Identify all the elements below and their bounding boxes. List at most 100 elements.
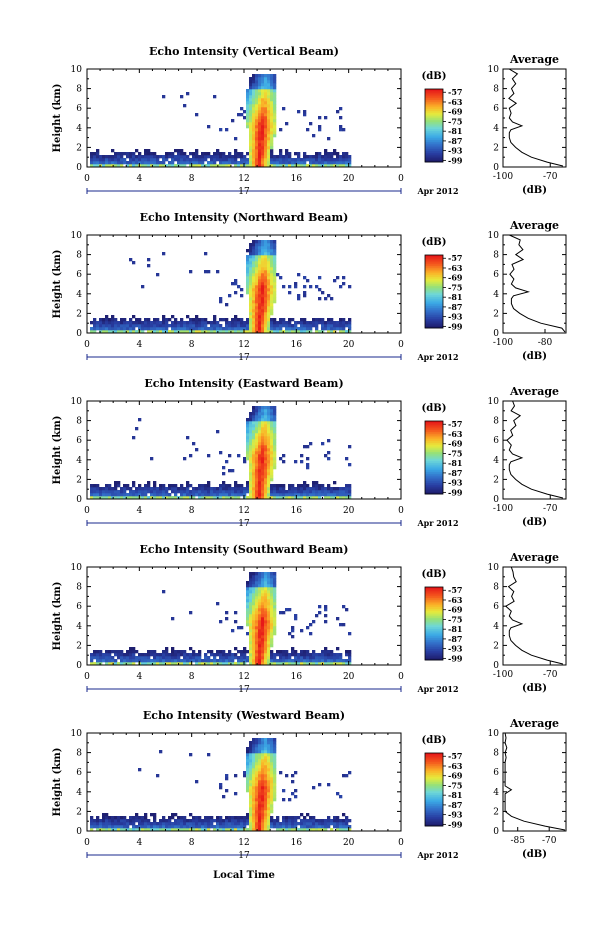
x-tick-label: 8 (189, 506, 195, 516)
x-tick-label: 8 (189, 838, 195, 848)
month-label: Apr 2012 (416, 186, 458, 196)
panel-4: Echo Intensity (Westward Beam)0 4 8 12 16 20 0… (52, 709, 567, 861)
average-x-tick: -100 (493, 504, 513, 514)
x-tick-label: 0 (84, 838, 90, 848)
x-tick-label: 4 (136, 174, 142, 184)
average-y-tick: 8 (493, 251, 499, 261)
y-tick-label: 6 (76, 436, 82, 446)
average-y-tick: 0 (493, 661, 499, 671)
x-tick-label: 16 (291, 174, 303, 184)
average-xlabel: (dB) (522, 517, 547, 528)
date-label: 17 (238, 685, 250, 695)
y-tick-label: 0 (76, 661, 82, 671)
average-xlabel: (dB) (522, 849, 547, 860)
x-tick-label: 0 (84, 340, 90, 350)
x-tick-label: 20 (343, 838, 355, 848)
heatmap-field (90, 406, 352, 500)
x-tick-label: 0 (84, 174, 90, 184)
y-tick-label: 8 (76, 583, 82, 593)
average-y-tick: 0 (493, 495, 499, 505)
average-title: Average (509, 385, 559, 398)
colorbar-tick: -57 (448, 751, 462, 761)
date-label: 17 (238, 353, 250, 363)
average-y-tick: 4 (493, 788, 499, 798)
y-tick-label: 6 (76, 270, 82, 280)
y-tick-label: 10 (71, 563, 83, 573)
average-y-tick: 2 (493, 143, 499, 153)
y-tick-label: 2 (76, 475, 82, 485)
average-y-tick: 8 (493, 85, 499, 95)
x-tick-label: 0 (398, 174, 404, 184)
x-tick-label: 20 (343, 340, 355, 350)
heatmap-field (90, 572, 352, 666)
average-y-tick: 10 (488, 397, 500, 407)
x-tick-label: 4 (136, 506, 142, 516)
colorbar-tick: -69 (448, 273, 463, 283)
average-y-tick: 4 (493, 124, 499, 134)
average-x-tick: -100 (493, 172, 513, 182)
colorbar-tick: -87 (448, 136, 462, 146)
average-y-tick: 2 (493, 475, 499, 485)
x-tick-label: 12 (238, 506, 249, 516)
y-tick-label: 0 (76, 495, 82, 505)
x-tick-label: 20 (343, 174, 355, 184)
colorbar-tick: -81 (448, 624, 462, 634)
y-tick-label: 8 (76, 251, 82, 261)
average-y-tick: 10 (488, 231, 500, 241)
colorbar-tick: -63 (448, 97, 463, 107)
y-tick-label: 10 (71, 231, 83, 241)
panel-title: Echo Intensity (Northward Beam) (140, 211, 349, 224)
heatmap-field (90, 74, 352, 168)
x-tick-label: 16 (291, 672, 303, 682)
panel-2: Echo Intensity (Eastward Beam)0 4 8 12 16 20 0… (52, 377, 567, 529)
average-y-tick: 0 (493, 163, 499, 173)
average-y-tick: 8 (493, 417, 499, 427)
y-axis-label: Height (km) (52, 84, 63, 153)
x-tick-label: 0 (398, 838, 404, 848)
y-tick-label: 8 (76, 85, 82, 95)
colorbar-tick: -99 (448, 487, 463, 497)
average-y-tick: 4 (493, 622, 499, 632)
y-tick-label: 10 (71, 397, 83, 407)
average-y-tick: 2 (493, 309, 499, 319)
y-tick-label: 6 (76, 104, 82, 114)
colorbar-tick: -69 (448, 439, 463, 449)
average-x-tick: -100 (493, 670, 513, 680)
average-frame (502, 234, 567, 334)
colorbar-tick: -75 (448, 282, 462, 292)
x-tick-label: 16 (291, 838, 303, 848)
average-y-tick: 6 (493, 270, 499, 280)
x-tick-label: 8 (189, 340, 195, 350)
x-tick-label: 20 (343, 506, 355, 516)
average-y-tick: 4 (493, 456, 499, 466)
month-label: Apr 2012 (416, 684, 458, 694)
x-tick-label: 16 (291, 506, 303, 516)
x-tick-label: 12 (238, 672, 249, 682)
colorbar-tick: -63 (448, 429, 463, 439)
y-tick-label: 8 (76, 417, 82, 427)
x-axis-label: Local Time (213, 870, 275, 881)
average-x-tick: -80 (538, 338, 553, 348)
colorbar-tick: -69 (448, 605, 463, 615)
y-tick-label: 2 (76, 807, 82, 817)
average-y-tick: 2 (493, 641, 499, 651)
y-tick-label: 4 (76, 788, 82, 798)
x-tick-label: 0 (84, 672, 90, 682)
panel-title: Echo Intensity (Vertical Beam) (149, 45, 339, 58)
x-tick-label: 0 (398, 506, 404, 516)
colorbar-tick: -81 (448, 790, 462, 800)
colorbar-tick: -87 (448, 800, 462, 810)
colorbar-tick: -99 (448, 653, 463, 663)
panel-title: Echo Intensity (Southward Beam) (140, 543, 349, 556)
average-y-tick: 0 (493, 827, 499, 837)
panel-3: Echo Intensity (Southward Beam)0 4 8 12 16 20… (52, 543, 567, 695)
panel-1: Echo Intensity (Northward Beam)0 4 8 12 16 20… (52, 211, 567, 363)
x-tick-label: 8 (189, 174, 195, 184)
colorbar-tick: -93 (448, 312, 463, 322)
average-profile-line (509, 234, 566, 333)
x-tick-label: 20 (343, 672, 355, 682)
colorbar-tick: -93 (448, 146, 463, 156)
heatmap-field (90, 738, 352, 832)
colorbar-tick: -93 (448, 644, 463, 654)
